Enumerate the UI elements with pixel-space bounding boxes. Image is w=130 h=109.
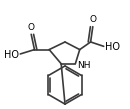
Text: HO: HO (105, 42, 120, 52)
Text: O: O (27, 23, 34, 32)
Text: HO: HO (4, 50, 19, 60)
Text: NH: NH (77, 61, 90, 70)
Text: O: O (90, 15, 97, 24)
